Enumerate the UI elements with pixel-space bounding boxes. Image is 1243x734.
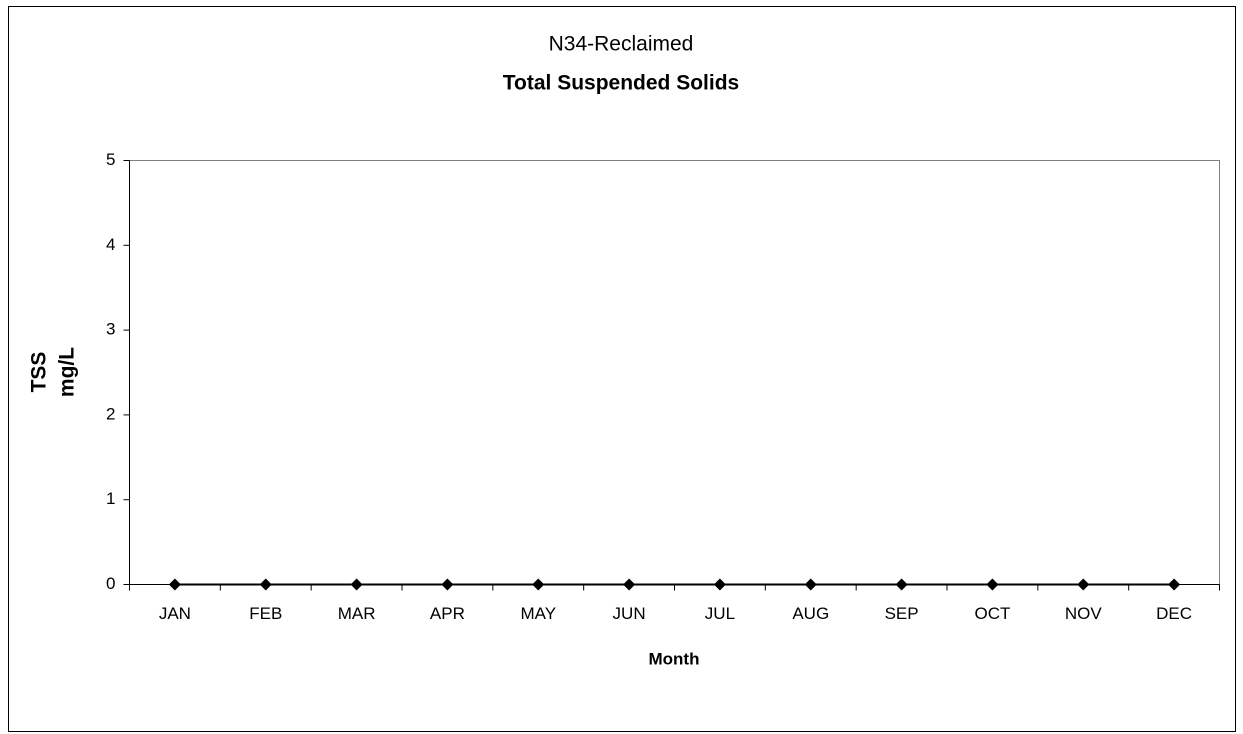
- y-axis-label: TSS: [28, 352, 51, 393]
- data-point: [623, 578, 636, 591]
- data-point: [1077, 578, 1090, 591]
- x-tick-label: AUG: [792, 604, 829, 623]
- y-tick-label: 0: [106, 574, 115, 593]
- data-point: [168, 578, 181, 591]
- y-tick-label: 4: [106, 235, 115, 254]
- chart-title-line: N34-Reclaimed: [549, 33, 694, 56]
- y-tick-label: 5: [106, 150, 115, 169]
- data-point: [532, 578, 545, 591]
- data-point: [259, 578, 272, 591]
- y-tick-label: 3: [106, 320, 115, 339]
- x-tick-label: OCT: [974, 604, 1010, 623]
- data-point: [713, 578, 726, 591]
- x-tick-label: JAN: [159, 604, 191, 623]
- chart-border: [8, 6, 1236, 732]
- chart-title: Total Suspended Solids: [503, 72, 739, 95]
- x-axis-label: Month: [649, 649, 700, 668]
- y-tick-label: 1: [106, 489, 115, 508]
- x-tick-label: DEC: [1156, 604, 1192, 623]
- y-axis-label: mg/L: [56, 347, 79, 397]
- x-tick-label: MAR: [338, 604, 376, 623]
- data-point: [350, 578, 363, 591]
- x-tick-label: APR: [430, 604, 465, 623]
- x-tick-label: SEP: [885, 604, 919, 623]
- data-point: [986, 578, 999, 591]
- x-tick-label: JUL: [705, 604, 735, 623]
- data-point: [1168, 578, 1181, 591]
- x-tick-label: NOV: [1065, 604, 1103, 623]
- x-tick-label: JUN: [613, 604, 646, 623]
- y-tick-label: 2: [106, 404, 115, 423]
- x-tick-label: FEB: [249, 604, 282, 623]
- data-point: [804, 578, 817, 591]
- x-tick-label: MAY: [520, 604, 556, 623]
- data-point: [895, 578, 908, 591]
- data-point: [441, 578, 454, 591]
